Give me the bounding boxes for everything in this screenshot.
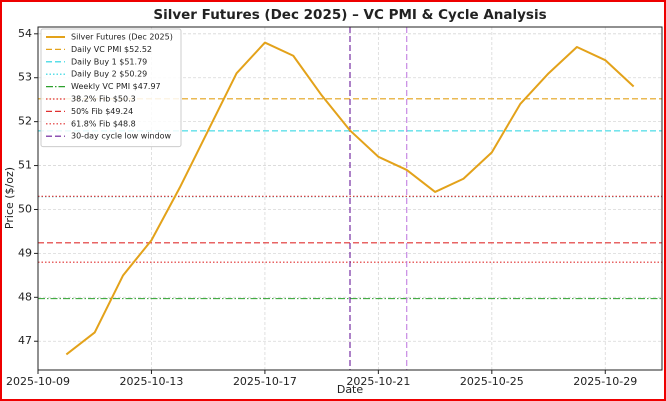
y-tick-label: 54 [18,27,32,40]
y-tick-label: 48 [18,290,32,303]
x-tick-label: 2025-10-13 [119,375,183,388]
x-tick-label: 2025-10-29 [573,375,637,388]
x-tick-label: 2025-10-17 [233,375,297,388]
legend-label: Daily VC PMI $52.52 [71,45,152,54]
price-line [65,41,635,356]
y-axis-label: Price ($/oz) [3,167,16,229]
chart-title: Silver Futures (Dec 2025) – VC PMI & Cyc… [153,7,546,23]
legend-label: Daily Buy 1 $51.79 [71,57,147,66]
y-tick-label: 51 [18,159,32,172]
legend-label: 50% Fib $49.24 [71,107,133,116]
x-tick-label: 2025-10-25 [460,375,524,388]
legend-label: 38.2% Fib $50.3 [71,95,136,104]
legend-label: 61.8% Fib $48.8 [71,119,136,128]
legend-label: Silver Futures (Dec 2025) [71,33,173,42]
legend-label: Daily Buy 2 $50.29 [71,70,147,79]
y-tick-label: 52 [18,115,32,128]
legend-label: Weekly VC PMI $47.97 [71,82,161,91]
legend-box [40,28,182,148]
legend: Silver Futures (Dec 2025) Daily VC PMI $5… [40,28,182,148]
y-tick-label: 50 [18,202,32,215]
y-tick-label: 49 [18,246,32,259]
y-tick-label: 53 [18,71,32,84]
plot-border [37,26,663,371]
x-tick-label: 2025-10-21 [346,375,410,388]
x-tick-label: 2025-10-09 [6,375,70,388]
x-axis-label: Date [337,383,364,396]
y-tick-label: 47 [18,334,32,347]
legend-label: 30-day cycle low window [71,132,172,141]
